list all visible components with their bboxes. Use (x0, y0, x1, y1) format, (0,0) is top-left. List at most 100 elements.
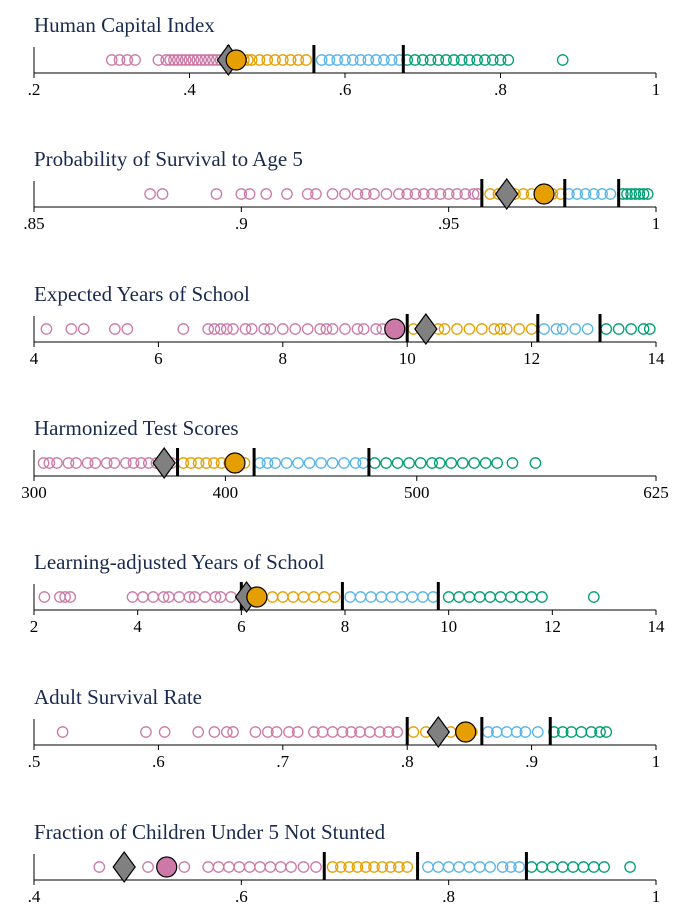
data-point (249, 726, 262, 738)
data-point (525, 323, 538, 335)
data-point (200, 457, 213, 469)
data-point (496, 861, 509, 873)
data-point (525, 591, 538, 603)
data-point (339, 323, 351, 335)
data-point (440, 54, 452, 66)
data-point (596, 188, 608, 200)
data-point (260, 188, 273, 200)
data-point (158, 726, 171, 738)
data-point (577, 861, 590, 873)
data-point (575, 726, 588, 738)
data-point (384, 861, 397, 873)
data-point (587, 188, 600, 200)
data-point (137, 591, 149, 603)
data-point (432, 54, 445, 66)
x-tick-label: .7 (276, 752, 289, 771)
data-point (567, 861, 579, 873)
data-point (178, 861, 191, 873)
data-point (320, 323, 333, 335)
panel-title: Harmonized Test Scores (34, 416, 239, 440)
data-point (326, 323, 339, 335)
data-point (326, 861, 339, 873)
data-point (600, 726, 613, 738)
data-point (315, 457, 327, 469)
data-point (126, 591, 139, 603)
x-tick-label: 6 (154, 349, 163, 368)
data-point (253, 54, 266, 66)
data-point (424, 54, 437, 66)
x-tick-label: .6 (339, 80, 352, 99)
data-point (314, 323, 326, 335)
data-point (579, 188, 592, 200)
data-point (612, 323, 625, 335)
circle-marker (224, 452, 246, 474)
data-point (56, 726, 69, 738)
data-point (202, 323, 215, 335)
x-tick-label: 12 (544, 617, 561, 636)
data-point (245, 323, 258, 335)
data-point (318, 591, 331, 603)
data-point (160, 54, 173, 66)
data-point (301, 323, 314, 335)
data-point (173, 591, 185, 603)
data-point (323, 54, 336, 66)
data-point (414, 457, 427, 469)
data-point (266, 591, 279, 603)
x-tick-label: .85 (23, 214, 44, 233)
data-point (300, 54, 312, 66)
data-point (385, 591, 398, 603)
x-tick-label: 1 (652, 214, 661, 233)
data-point (210, 188, 223, 200)
data-point (171, 54, 184, 66)
data-point (494, 54, 507, 66)
data-point (81, 457, 94, 469)
data-point (467, 188, 480, 200)
data-point (315, 54, 328, 66)
data-point (406, 591, 419, 603)
data-point (506, 457, 519, 469)
data-point (486, 54, 499, 66)
data-point (227, 323, 239, 335)
data-point (463, 591, 476, 603)
data-point (183, 54, 196, 66)
circle-marker (384, 318, 406, 340)
data-point (556, 726, 569, 738)
x-tick-label: 14 (648, 349, 666, 368)
panel-title: Learning-adjusted Years of School (34, 550, 325, 574)
data-point (426, 188, 438, 200)
data-point (208, 323, 221, 335)
data-point (343, 861, 355, 873)
panel-title: Adult Survival Rate (34, 685, 202, 709)
data-point (261, 54, 274, 66)
data-point (422, 861, 434, 873)
data-point (401, 188, 414, 200)
data-point (120, 457, 132, 469)
data-point (643, 323, 656, 335)
data-point (375, 591, 388, 603)
data-point (59, 591, 71, 603)
data-point (220, 323, 233, 335)
data-point (433, 457, 446, 469)
data-point (291, 726, 304, 738)
data-point (354, 591, 367, 603)
data-point (258, 323, 270, 335)
data-point (502, 54, 515, 66)
data-point (519, 726, 532, 738)
data-point (382, 726, 395, 738)
data-point (185, 457, 197, 469)
data-point (351, 323, 364, 335)
data-point (637, 188, 650, 200)
data-point (529, 457, 542, 469)
chart-panel-1: Human Capital Index .2 .4 .6 .8 1 (28, 13, 661, 99)
x-tick-label: 500 (404, 483, 430, 502)
data-point (187, 54, 200, 66)
data-point (594, 726, 606, 738)
x-tick-label: 8 (341, 617, 350, 636)
data-point (64, 591, 77, 603)
data-point (235, 188, 248, 200)
data-point (505, 591, 517, 603)
data-point (468, 457, 481, 469)
data-point (385, 54, 398, 66)
data-point (345, 726, 358, 738)
x-tick-label: .4 (183, 80, 196, 99)
